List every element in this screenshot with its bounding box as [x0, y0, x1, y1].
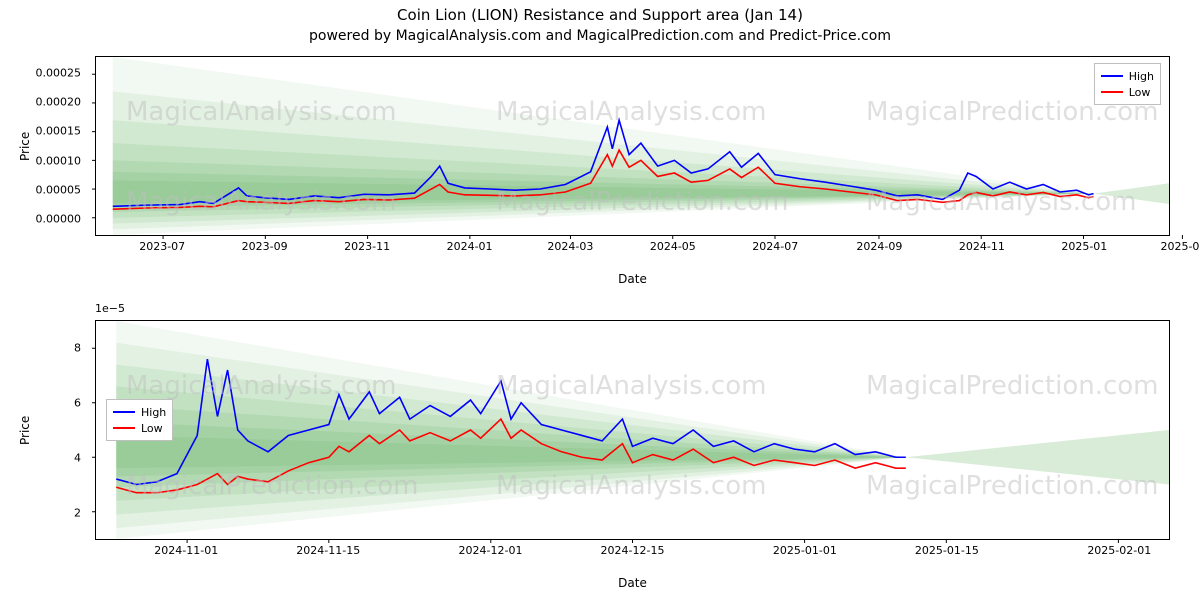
legend-bottom: High Low — [106, 399, 173, 441]
x-axis-label-top: Date — [95, 272, 1170, 286]
legend-item-low: Low — [1101, 84, 1154, 100]
legend-swatch-low — [1101, 91, 1123, 93]
legend-item-low: Low — [113, 420, 166, 436]
legend-label-high: High — [141, 406, 166, 419]
legend-item-high: High — [1101, 68, 1154, 84]
legend-swatch-high — [113, 411, 135, 413]
legend-swatch-low — [113, 427, 135, 429]
legend-label-low: Low — [141, 422, 163, 435]
x-axis-label-bottom: Date — [95, 576, 1170, 590]
y-ticks-top: 0.000000.000050.000100.000150.000200.000… — [0, 56, 85, 236]
y-ticks-bottom: 2468 — [0, 320, 85, 540]
figure: Coin Lion (LION) Resistance and Support … — [0, 0, 1200, 600]
legend-label-high: High — [1129, 70, 1154, 83]
legend-top: High Low — [1094, 63, 1161, 105]
legend-label-low: Low — [1129, 86, 1151, 99]
chart-panel-bottom: MagicalAnalysis.com MagicalAnalysis.com … — [95, 320, 1170, 540]
chart-panel-top: MagicalAnalysis.com MagicalAnalysis.com … — [95, 56, 1170, 236]
chart-subtitle: powered by MagicalAnalysis.com and Magic… — [0, 28, 1200, 44]
legend-item-high: High — [113, 404, 166, 420]
legend-swatch-high — [1101, 75, 1123, 77]
chart-title: Coin Lion (LION) Resistance and Support … — [0, 6, 1200, 24]
axis-offset-bottom: 1e−5 — [95, 302, 125, 315]
